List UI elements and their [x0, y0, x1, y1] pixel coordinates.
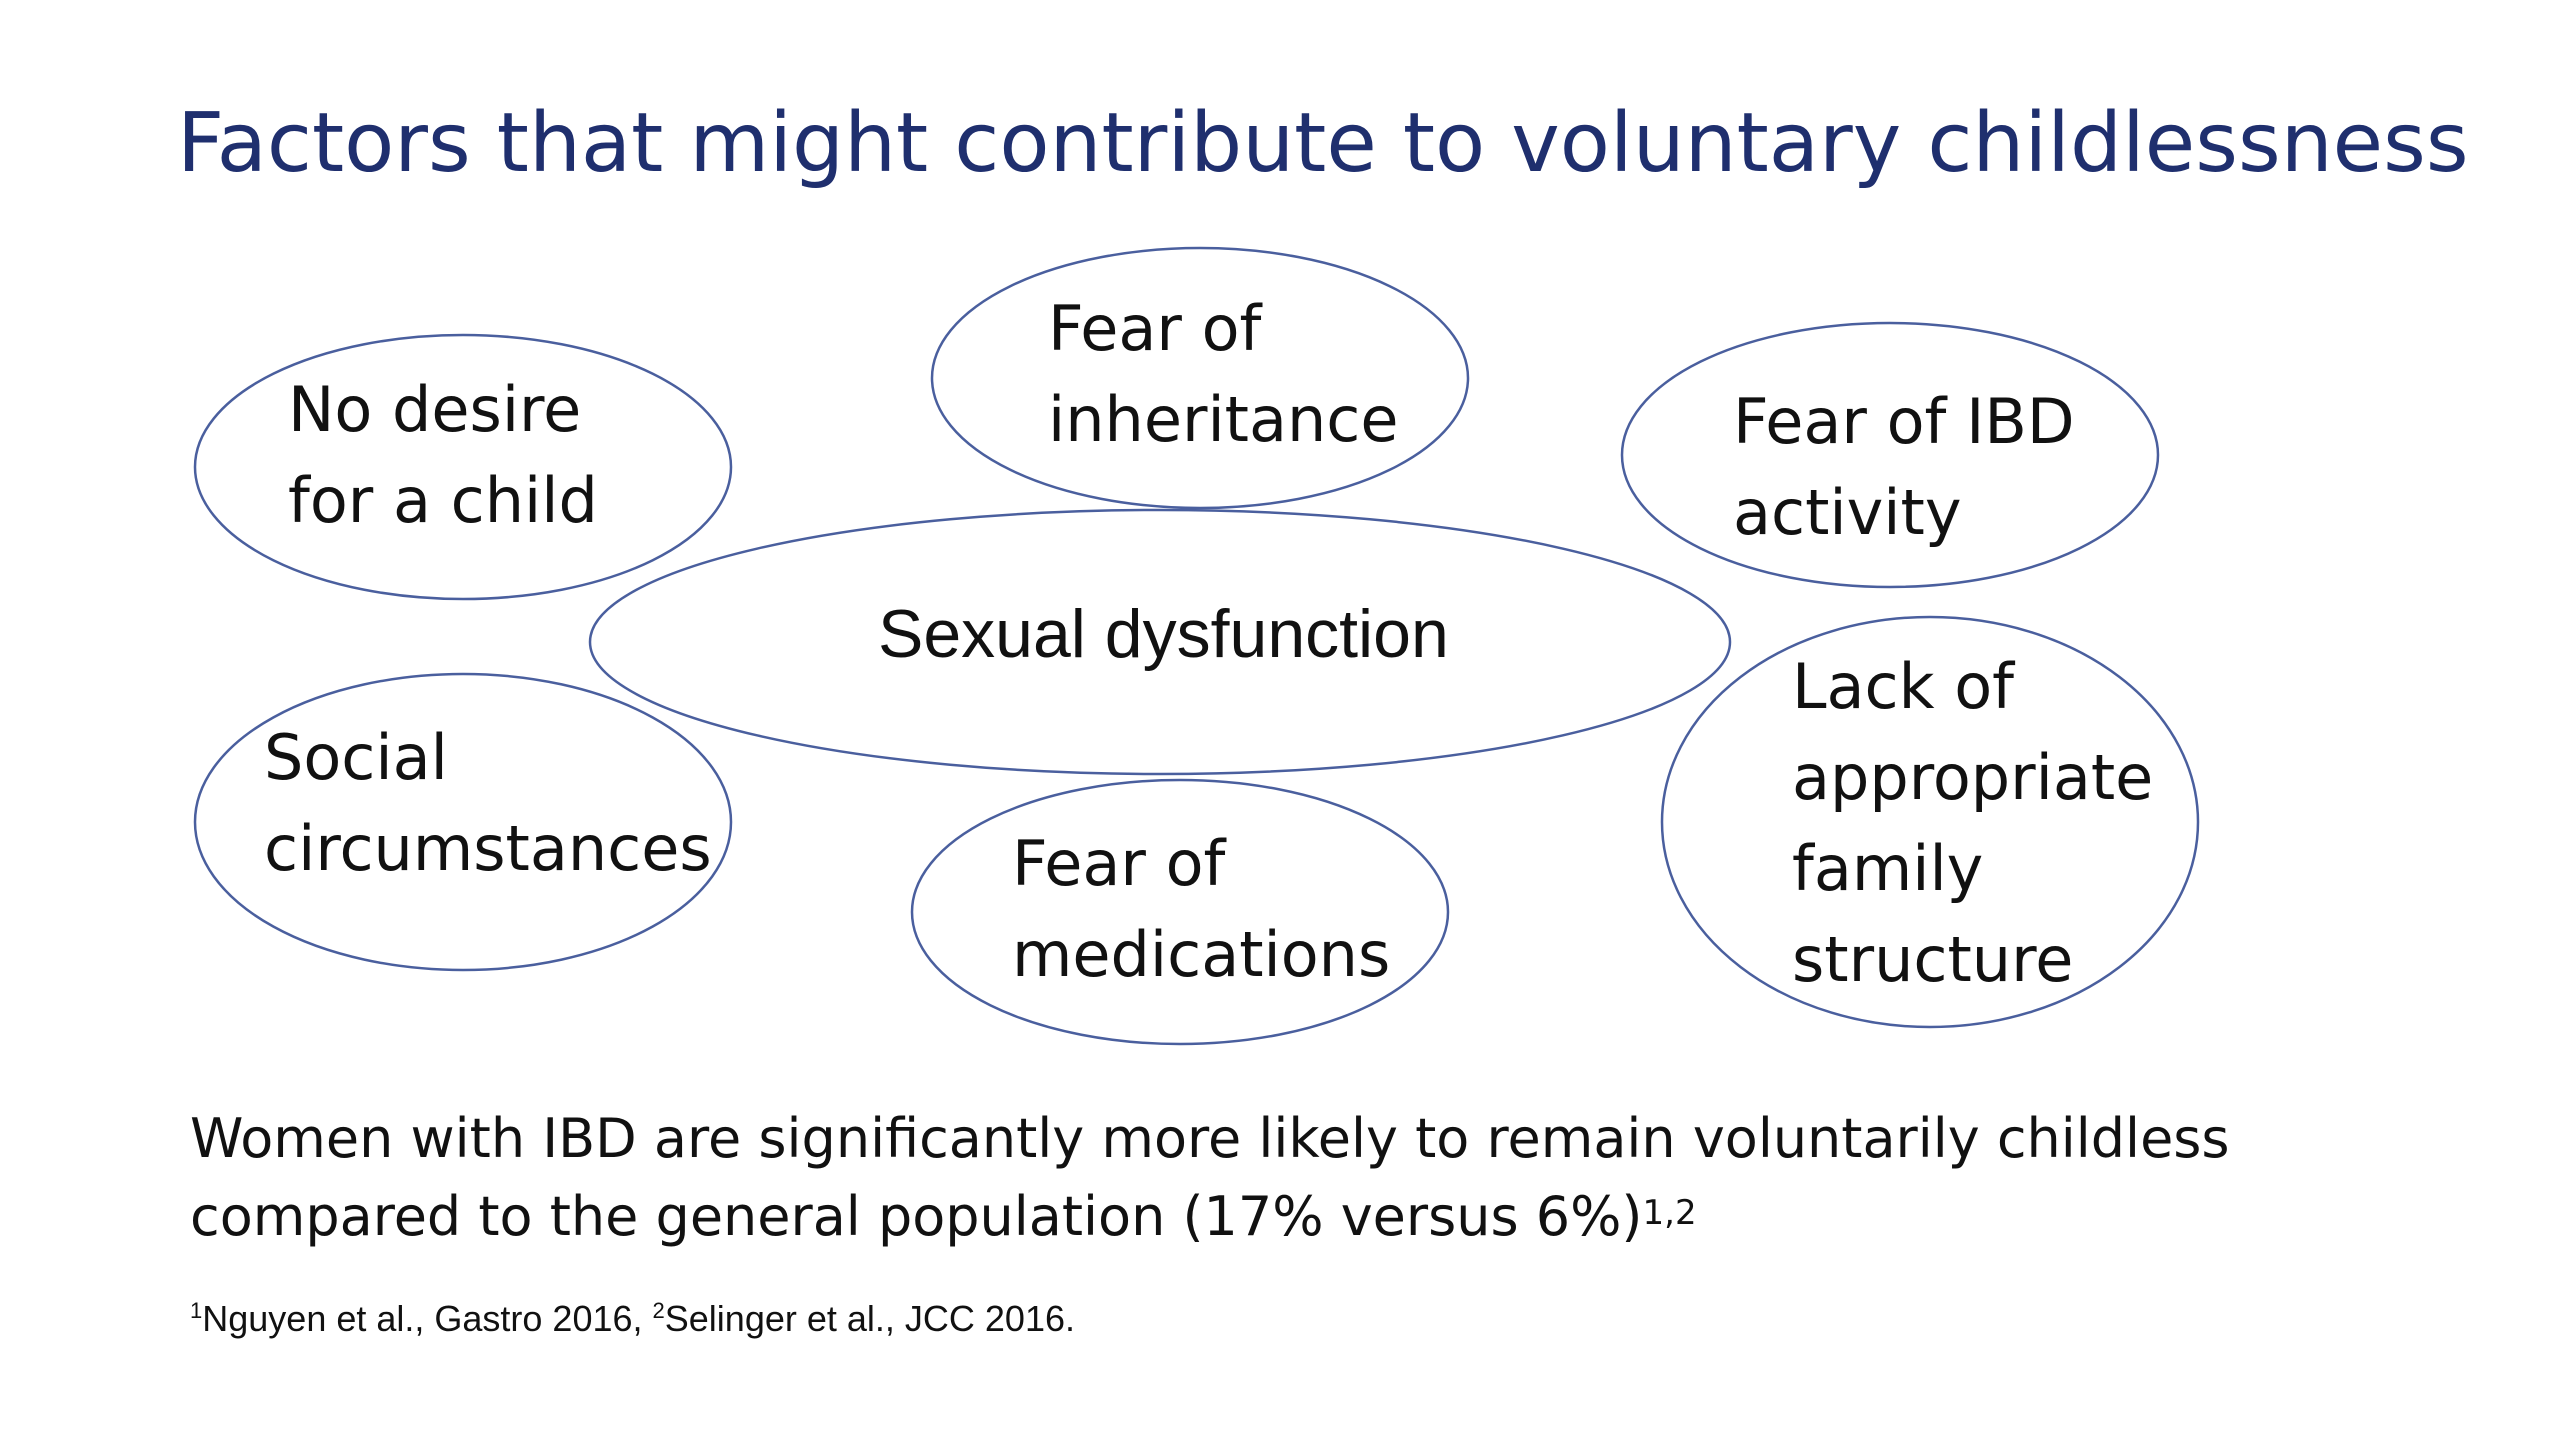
ellipse-no-desire [193, 333, 733, 601]
ellipse-medications [910, 778, 1450, 1046]
bubble-no-desire: No desire for a child [288, 364, 598, 546]
slide-title: Factors that might contribute to volunta… [177, 96, 2469, 191]
bubble-inheritance-line2: inheritance [1048, 383, 1399, 456]
center-sexual-dysfunction: Sexual dysfunction [878, 596, 1449, 672]
ref-2: Selinger et al., JCC 2016. [664, 1298, 1075, 1339]
summary-note-line2: compared to the general population (17% … [190, 1178, 2230, 1256]
bubble-social-line1: Social [264, 721, 448, 794]
bubble-no-desire-line1: No desire [288, 373, 582, 446]
summary-note-line2-text: compared to the general population (17% … [190, 1185, 1643, 1248]
ref-1: Nguyen et al., Gastro 2016, [202, 1298, 653, 1339]
bubble-social: Social circumstances [264, 712, 712, 894]
bubble-ibd-activity-line2: activity [1733, 476, 1962, 549]
ref-1-marker: 1 [190, 1298, 203, 1323]
bubble-inheritance: Fear of inheritance [1048, 283, 1399, 465]
references: 1Nguyen et al., Gastro 2016, 2Selinger e… [190, 1298, 1075, 1340]
bubble-ibd-activity-line1: Fear of IBD [1733, 385, 2075, 458]
bubble-medications-line2: medications [1012, 918, 1391, 991]
bubble-no-desire-line2: for a child [288, 464, 598, 537]
ellipse-family-structure [1660, 615, 2200, 1029]
ellipse-sexual-dysfunction [588, 508, 1732, 776]
bubble-medications: Fear of medications [1012, 818, 1390, 1000]
ellipse-ibd-activity [1620, 321, 2160, 589]
summary-note: Women with IBD are significantly more li… [190, 1100, 2230, 1256]
bubble-ibd-activity: Fear of IBD activity [1733, 376, 2075, 558]
bubble-social-line2: circumstances [264, 812, 712, 885]
ellipse-inheritance [930, 246, 1470, 510]
bubble-inheritance-line1: Fear of [1048, 292, 1262, 365]
bubble-family-structure: Lack of appropriate family structure [1792, 641, 2153, 1005]
bubble-family-structure-line1: Lack of [1792, 650, 2014, 723]
summary-note-citation: 1,2 [1642, 1193, 1697, 1233]
bubble-medications-line1: Fear of [1012, 827, 1226, 900]
summary-note-line1: Women with IBD are significantly more li… [190, 1107, 2230, 1170]
bubble-family-structure-line3: family [1792, 832, 1984, 905]
bubble-family-structure-line2: appropriate [1792, 741, 2154, 814]
ellipse-social [193, 672, 733, 972]
ref-2-marker: 2 [652, 1298, 665, 1323]
bubble-family-structure-line4: structure [1792, 923, 2074, 996]
